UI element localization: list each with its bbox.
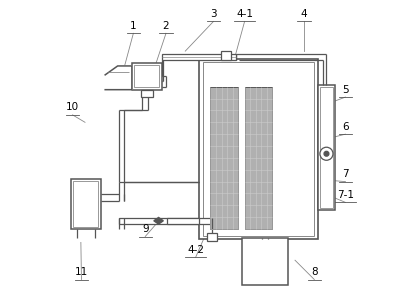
Text: 6: 6	[342, 122, 349, 132]
Bar	[141, 90, 153, 97]
Bar	[318, 85, 335, 210]
Bar	[134, 65, 159, 87]
Text: 2: 2	[163, 21, 169, 31]
Text: 11: 11	[75, 267, 88, 277]
Text: 4: 4	[301, 9, 307, 19]
Bar	[320, 87, 333, 208]
Text: 8: 8	[311, 267, 318, 277]
Text: 3: 3	[210, 9, 217, 19]
Bar	[71, 179, 101, 229]
Bar	[168, 218, 199, 224]
Text: 9: 9	[142, 224, 148, 234]
Bar	[199, 58, 318, 240]
Polygon shape	[154, 218, 163, 224]
Bar	[207, 233, 217, 241]
Bar	[203, 62, 314, 236]
Bar	[132, 63, 161, 90]
Text: 7: 7	[342, 169, 349, 179]
Circle shape	[320, 147, 333, 160]
Bar	[211, 87, 238, 229]
Bar	[245, 87, 272, 229]
Text: 4-2: 4-2	[187, 245, 204, 255]
Bar	[74, 181, 98, 227]
Circle shape	[157, 219, 160, 222]
Text: 5: 5	[342, 85, 349, 95]
Bar	[161, 54, 236, 60]
Bar	[221, 51, 231, 60]
Text: 1: 1	[130, 21, 137, 31]
Bar	[242, 238, 288, 285]
Text: 7-1: 7-1	[337, 190, 354, 200]
Polygon shape	[105, 66, 132, 90]
Bar	[119, 218, 212, 224]
Circle shape	[324, 151, 329, 156]
Text: 10: 10	[66, 103, 79, 112]
Text: 4-1: 4-1	[236, 9, 253, 19]
